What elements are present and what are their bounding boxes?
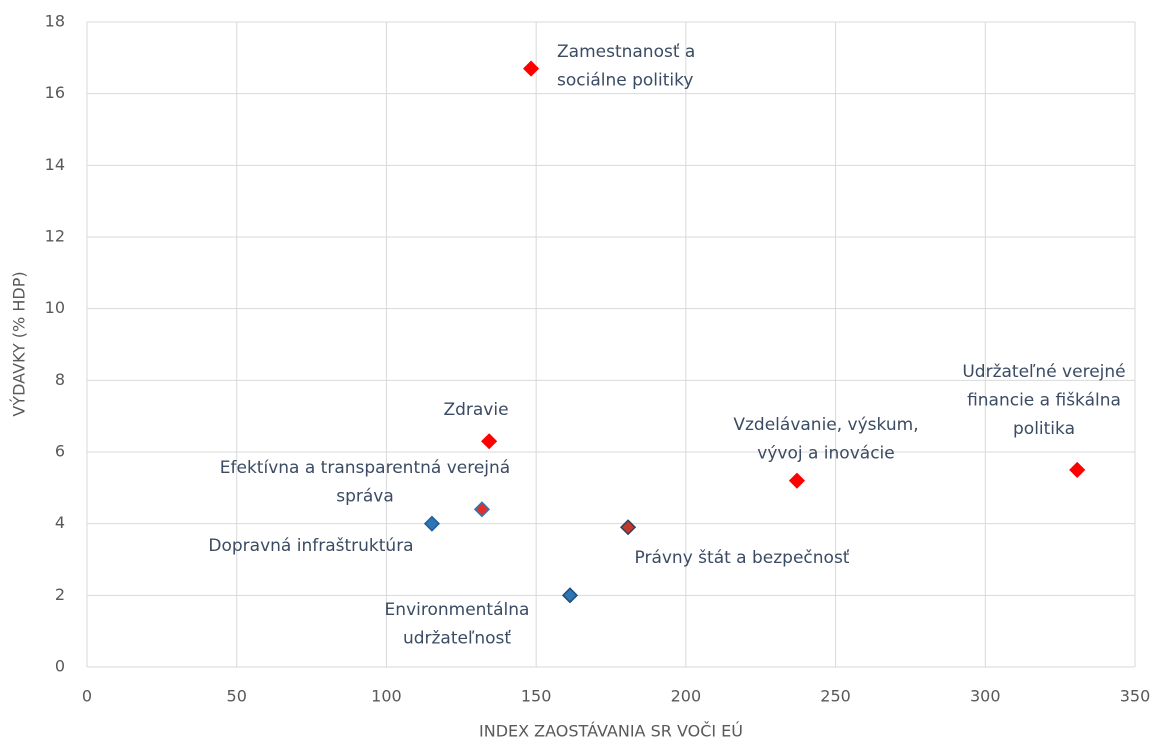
point-label: Dopravná infraštruktúra — [208, 536, 413, 556]
y-tick-label: 18 — [45, 12, 65, 31]
x-axis-title: INDEX ZAOSTÁVANIA SR VOČI EÚ — [479, 722, 743, 741]
point — [620, 519, 637, 536]
point — [522, 60, 540, 77]
point-label: Zamestnanosť a — [557, 42, 695, 62]
point — [788, 472, 806, 489]
y-tick-label: 8 — [55, 370, 65, 389]
x-tick-label: 0 — [82, 687, 92, 706]
x-tick-label: 150 — [521, 687, 552, 706]
point-label: vývoj a inovácie — [757, 444, 894, 464]
point-label: sociálne politiky — [557, 71, 693, 91]
point-label: udržateľnosť — [403, 629, 511, 649]
point — [561, 587, 579, 604]
y-tick-label: 16 — [45, 83, 65, 102]
y-tick-label: 12 — [45, 227, 65, 246]
point-label: Efektívna a transparentná verejná — [220, 458, 510, 478]
point-label: financie a fiškálna — [967, 391, 1121, 411]
x-tick-label: 300 — [970, 687, 1001, 706]
y-tick-label: 14 — [45, 155, 65, 174]
point — [423, 515, 441, 532]
x-tick-label: 350 — [1120, 687, 1151, 706]
point — [1069, 461, 1086, 478]
point-label: Udržateľné verejné — [962, 362, 1125, 382]
point-label: Zdravie — [443, 400, 508, 420]
point — [481, 433, 498, 450]
y-tick-label: 6 — [55, 442, 65, 461]
x-tick-label: 100 — [371, 687, 402, 706]
point-label: správa — [336, 487, 394, 507]
point-label: Environmentálna — [385, 600, 530, 620]
y-tick-label: 2 — [55, 585, 65, 604]
y-tick-label: 0 — [55, 657, 65, 676]
y-tick-label: 4 — [55, 513, 65, 532]
point-label: Vzdelávanie, výskum, — [733, 415, 918, 435]
point — [473, 501, 491, 518]
x-tick-label: 250 — [820, 687, 851, 706]
y-axis-title: VÝDAVKY (% HDP) — [10, 271, 29, 416]
point-label: Právny štát a bezpečnosť — [635, 548, 850, 568]
x-tick-label: 50 — [227, 687, 247, 706]
y-tick-label: 10 — [45, 298, 65, 317]
x-tick-label: 200 — [671, 687, 702, 706]
point-label: politika — [1013, 419, 1075, 439]
